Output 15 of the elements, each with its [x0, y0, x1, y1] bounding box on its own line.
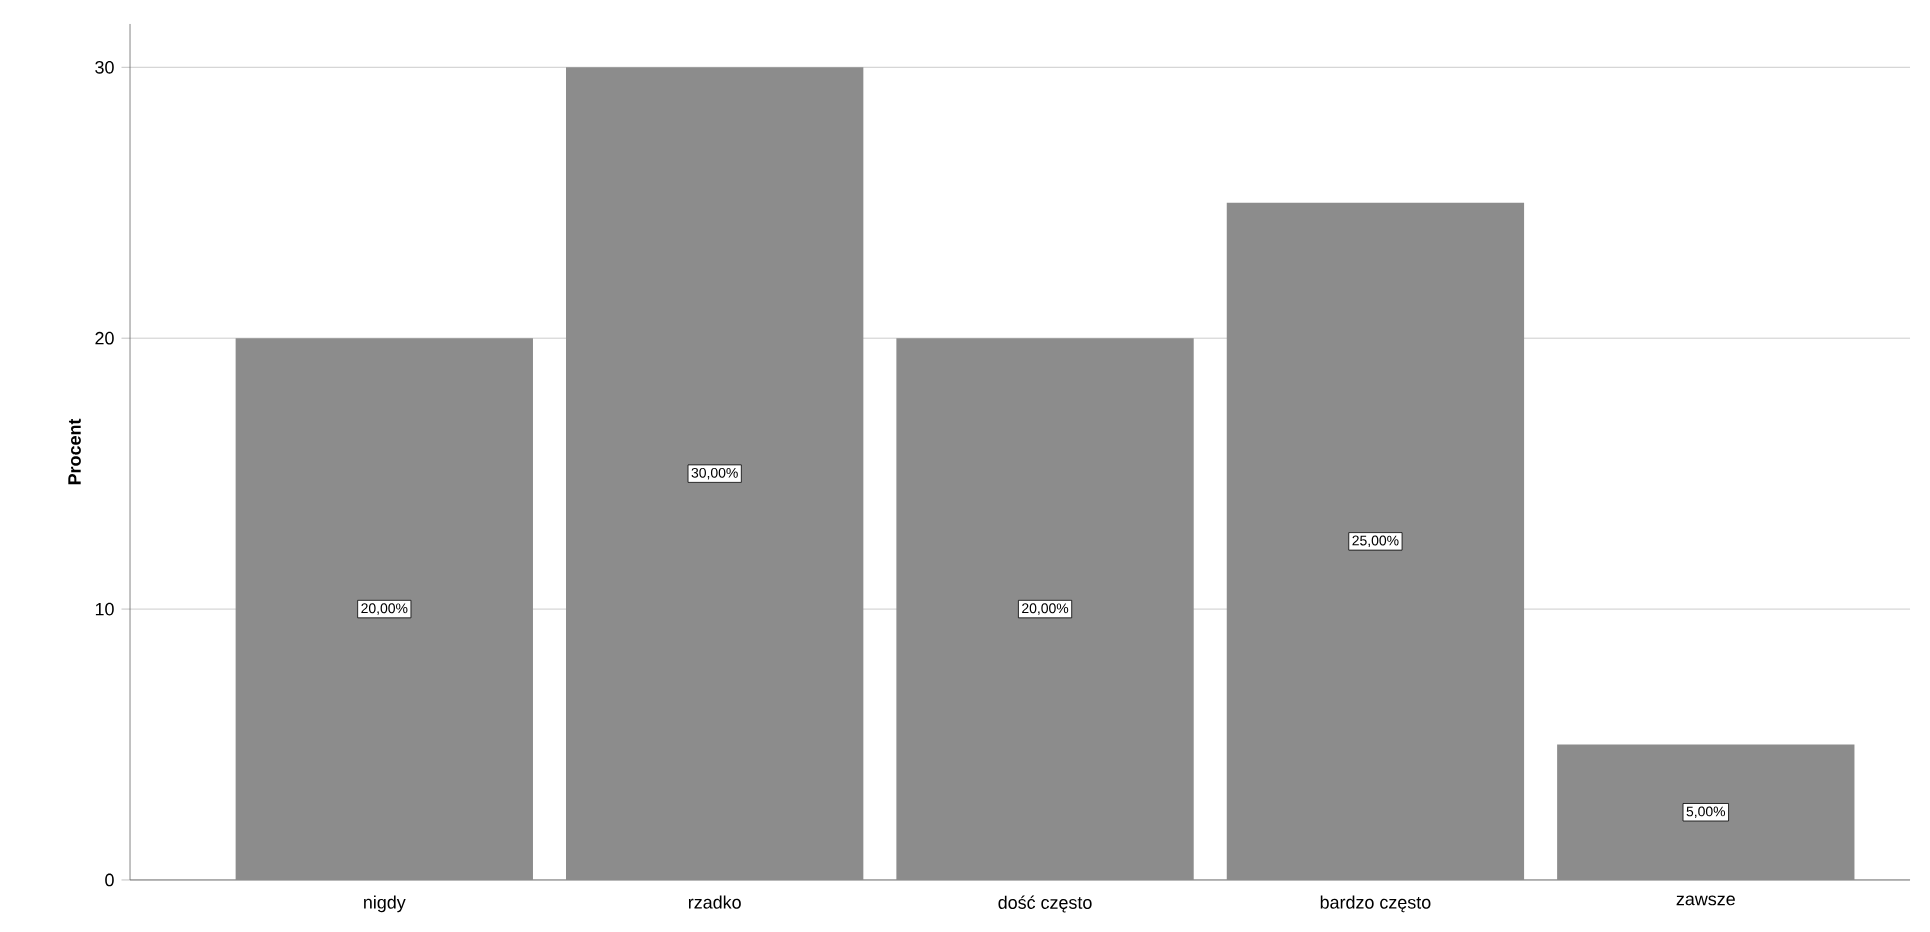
y-tick-label: 30: [95, 60, 114, 74]
bar: [235, 338, 533, 880]
bar: [566, 67, 864, 880]
bar: [1226, 202, 1525, 880]
x-tick-label: bardzo często: [1320, 895, 1431, 913]
y-tick-label: 20: [95, 331, 114, 345]
bar: [1557, 744, 1855, 880]
x-tick-label: nigdy: [364, 895, 406, 913]
y-axis-title: Procent: [68, 418, 81, 485]
x-tick-label: rzadko: [688, 895, 741, 909]
y-tick-label: 10: [95, 602, 114, 616]
x-tick-label: dość często: [998, 895, 1092, 913]
y-tick-label: 0: [105, 873, 114, 887]
x-tick-label: zawsze: [1676, 895, 1735, 906]
bar: [896, 338, 1194, 880]
